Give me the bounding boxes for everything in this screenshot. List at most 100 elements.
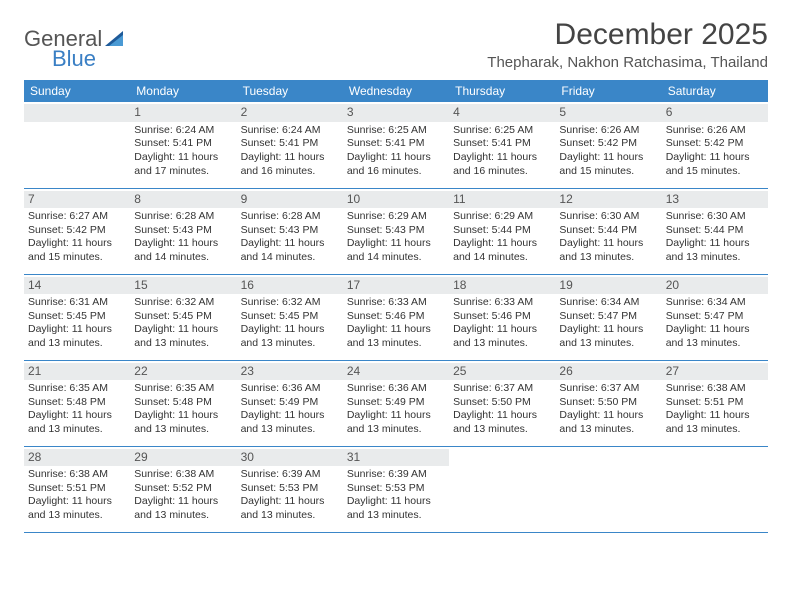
title-block: December 2025 Thepharak, Nakhon Ratchasi… [487,18,768,71]
calendar-day: 26Sunrise: 6:37 AMSunset: 5:50 PMDayligh… [555,360,661,446]
sunset-line: Sunset: 5:47 PM [559,310,657,324]
sunset-line: Sunset: 5:43 PM [134,224,232,238]
day-number: 1 [130,104,236,122]
day-number: 13 [662,191,768,209]
daylight-line-2: and 13 minutes. [241,337,339,351]
sunset-line: Sunset: 5:51 PM [666,396,764,410]
day-number: 16 [237,277,343,295]
sunrise-line: Sunrise: 6:39 AM [241,468,339,482]
calendar-day: 6Sunrise: 6:26 AMSunset: 5:42 PMDaylight… [662,102,768,188]
calendar-day: 18Sunrise: 6:33 AMSunset: 5:46 PMDayligh… [449,274,555,360]
sunrise-line: Sunrise: 6:38 AM [28,468,126,482]
sunrise-line: Sunrise: 6:29 AM [453,210,551,224]
daylight-line-1: Daylight: 11 hours [347,323,445,337]
calendar-week: 1 Sunrise: 6:24 AM Sunset: 5:41 PM Daylight… [24,102,768,188]
calendar-week: 14Sunrise: 6:31 AMSunset: 5:45 PMDayligh… [24,274,768,360]
day-number: 5 [555,104,661,122]
location-subtitle: Thepharak, Nakhon Ratchasima, Thailand [487,54,768,71]
sunrise-line: Sunrise: 6:28 AM [241,210,339,224]
daylight-line-2: and 15 minutes. [559,165,657,179]
calendar-day: 2Sunrise: 6:24 AMSunset: 5:41 PMDaylight… [237,102,343,188]
daylight-line-2: and 15 minutes. [666,165,764,179]
day-number: 17 [343,277,449,295]
calendar-day: 16Sunrise: 6:32 AMSunset: 5:45 PMDayligh… [237,274,343,360]
calendar-week: 21Sunrise: 6:35 AMSunset: 5:48 PMDayligh… [24,360,768,446]
day-number: 6 [662,104,768,122]
weekday-header: Sunday [24,80,130,102]
sunset-line: Sunset: 5:49 PM [241,396,339,410]
daylight-line-2: and 13 minutes. [666,337,764,351]
sunrise-line: Sunrise: 6:32 AM [241,296,339,310]
sunset-line: Sunset: 5:44 PM [453,224,551,238]
day-number: 24 [343,363,449,381]
calendar-day: 24Sunrise: 6:36 AMSunset: 5:49 PMDayligh… [343,360,449,446]
daylight-line-1: Daylight: 11 hours [134,495,232,509]
calendar-empty [555,446,661,532]
calendar-day: 11Sunrise: 6:29 AMSunset: 5:44 PMDayligh… [449,188,555,274]
daylight-line-2: and 13 minutes. [134,509,232,523]
calendar-empty [662,446,768,532]
sunrise-line: Sunrise: 6:25 AM [453,124,551,138]
sunrise-line: Sunrise: 6:38 AM [134,468,232,482]
daylight-line-1: Daylight: 11 hours [241,237,339,251]
sunrise-line: Sunrise: 6:26 AM [666,124,764,138]
sunset-line: Sunset: 5:42 PM [666,137,764,151]
daylight-line-1: Daylight: 11 hours [28,237,126,251]
daylight-line-1: Daylight: 11 hours [347,237,445,251]
day-number-empty [24,104,130,122]
calendar-day: 3Sunrise: 6:25 AMSunset: 5:41 PMDaylight… [343,102,449,188]
sunset-line: Sunset: 5:43 PM [241,224,339,238]
sunset-line: Sunset: 5:45 PM [28,310,126,324]
sunrise-line: Sunrise: 6:25 AM [347,124,445,138]
day-number: 28 [24,449,130,467]
daylight-line-1: Daylight: 11 hours [134,323,232,337]
sunset-line: Sunset: 5:42 PM [28,224,126,238]
daylight-line-2: and 13 minutes. [28,423,126,437]
daylight-line-2: and 13 minutes. [559,423,657,437]
day-number: 18 [449,277,555,295]
sunset-line: Sunset: 5:46 PM [453,310,551,324]
calendar-empty [24,102,130,188]
sunrise-line: Sunrise: 6:32 AM [134,296,232,310]
calendar-table: SundayMondayTuesdayWednesdayThursdayFrid… [24,80,768,532]
calendar-day: 22Sunrise: 6:35 AMSunset: 5:48 PMDayligh… [130,360,236,446]
day-number: 20 [662,277,768,295]
daylight-line-1: Daylight: 11 hours [559,151,657,165]
calendar-day: 7Sunrise: 6:27 AMSunset: 5:42 PMDaylight… [24,188,130,274]
day-number: 14 [24,277,130,295]
calendar-day: 9Sunrise: 6:28 AMSunset: 5:43 PMDaylight… [237,188,343,274]
calendar-day: 21Sunrise: 6:35 AMSunset: 5:48 PMDayligh… [24,360,130,446]
day-number: 26 [555,363,661,381]
weekday-header: Friday [555,80,661,102]
sunset-line: Sunset: 5:45 PM [241,310,339,324]
sunset-line: Sunset: 5:52 PM [134,482,232,496]
calendar-day: 30Sunrise: 6:39 AMSunset: 5:53 PMDayligh… [237,446,343,532]
daylight-line-1: Daylight: 11 hours [347,409,445,423]
daylight-line-1: Daylight: 11 hours [28,409,126,423]
daylight-line-2: and 14 minutes. [241,251,339,265]
day-number: 3 [343,104,449,122]
day-number: 27 [662,363,768,381]
day-number: 31 [343,449,449,467]
sunset-line: Sunset: 5:41 PM [453,137,551,151]
daylight-line-1: Daylight: 11 hours [559,323,657,337]
calendar-day: 10Sunrise: 6:29 AMSunset: 5:43 PMDayligh… [343,188,449,274]
sunset-line: Sunset: 5:42 PM [559,137,657,151]
sunrise-line: Sunrise: 6:24 AM [241,124,339,138]
sunset-line: Sunset: 5:51 PM [28,482,126,496]
daylight-line-2: and 13 minutes. [241,509,339,523]
daylight-line-1: Daylight: 11 hours [666,409,764,423]
daylight-line-2: and 14 minutes. [453,251,551,265]
daylight-line-2: and 13 minutes. [134,337,232,351]
daylight-line-1: Daylight: 11 hours [666,323,764,337]
day-number: 25 [449,363,555,381]
calendar-day: 19Sunrise: 6:34 AMSunset: 5:47 PMDayligh… [555,274,661,360]
daylight-line-1: Daylight: 11 hours [453,409,551,423]
daylight-line-2: and 13 minutes. [559,251,657,265]
daylight-line-2: and 15 minutes. [28,251,126,265]
calendar-day: 29Sunrise: 6:38 AMSunset: 5:52 PMDayligh… [130,446,236,532]
daylight-line-1: Daylight: 11 hours [28,495,126,509]
calendar-day: 28Sunrise: 6:38 AMSunset: 5:51 PMDayligh… [24,446,130,532]
daylight-line-1: Daylight: 11 hours [241,151,339,165]
daylight-line-1: Daylight: 11 hours [453,237,551,251]
